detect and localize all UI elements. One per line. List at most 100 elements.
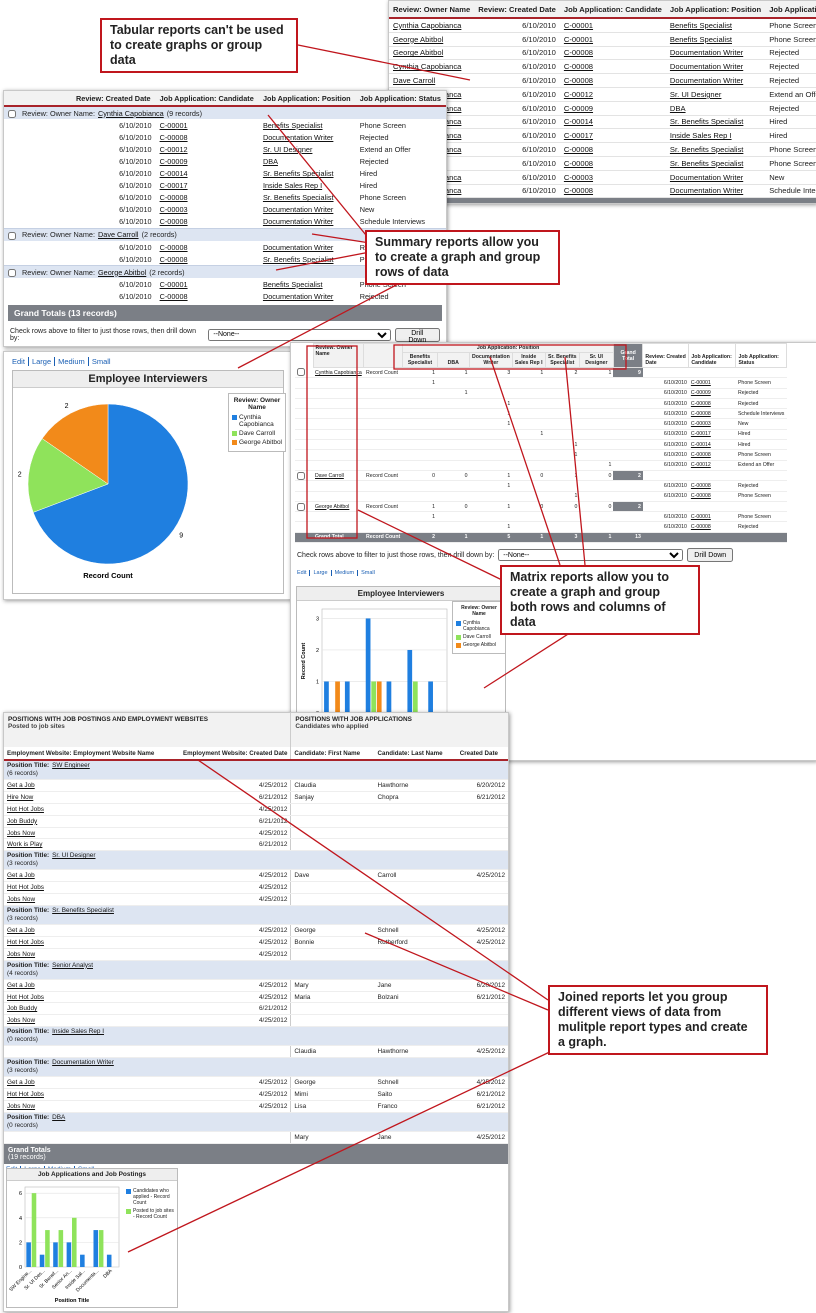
row-checkbox[interactable]: [8, 109, 16, 118]
record-link[interactable]: C-00001: [159, 120, 188, 130]
record-link[interactable]: C-00008: [159, 193, 188, 203]
record-link[interactable]: C-00008: [563, 186, 594, 196]
candidate-link[interactable]: C-00008: [690, 400, 711, 407]
chart-link[interactable]: Medium: [54, 357, 88, 366]
record-link[interactable]: Documentation Writer: [262, 132, 334, 142]
row-checkbox[interactable]: [8, 268, 16, 277]
owner-link[interactable]: Cynthia Capobianca: [315, 369, 362, 376]
website-link[interactable]: Hot Hot Jobs: [7, 993, 44, 1001]
candidate-link[interactable]: C-00017: [690, 431, 711, 438]
record-link[interactable]: Documentation Writer: [262, 291, 334, 301]
record-link[interactable]: C-00008: [159, 217, 188, 227]
drill-down-select[interactable]: --None--: [498, 549, 684, 562]
record-link[interactable]: Sr. Benefits Specialist: [669, 145, 744, 155]
candidate-link[interactable]: C-00001: [690, 513, 711, 520]
record-link[interactable]: George Abitbol: [393, 34, 444, 44]
drill-down-button[interactable]: Drill Down: [687, 548, 734, 563]
website-link[interactable]: Get a Job: [7, 781, 35, 789]
website-link[interactable]: Get a Job: [7, 981, 35, 989]
record-link[interactable]: C-00001: [563, 34, 594, 44]
owner-link[interactable]: George Abitbol: [98, 267, 147, 277]
website-link[interactable]: Work is Play: [7, 841, 43, 849]
candidate-link[interactable]: C-00001: [690, 379, 711, 386]
record-link[interactable]: Documentation Writer: [262, 205, 334, 215]
record-link[interactable]: Documentation Writer: [669, 62, 744, 72]
record-link[interactable]: Cynthia Capobianca: [393, 20, 462, 30]
record-link[interactable]: C-00001: [563, 20, 594, 30]
record-link[interactable]: DBA: [669, 103, 686, 113]
record-link[interactable]: Inside Sales Rep I: [669, 131, 732, 141]
row-checkbox[interactable]: [297, 502, 305, 511]
record-link[interactable]: C-00008: [159, 132, 188, 142]
record-link[interactable]: C-00008: [159, 291, 188, 301]
record-link[interactable]: DBA: [262, 156, 278, 166]
row-checkbox[interactable]: [8, 231, 16, 240]
chart-link[interactable]: Edit: [12, 357, 25, 366]
candidate-link[interactable]: C-00014: [690, 441, 711, 448]
row-checkbox[interactable]: [297, 368, 305, 377]
drill-down-button[interactable]: Drill Down: [394, 327, 440, 344]
record-link[interactable]: Sr. UI Designer: [669, 89, 722, 99]
owner-link[interactable]: George Abitbol: [315, 503, 350, 510]
chart-link[interactable]: Small: [357, 570, 378, 577]
record-link[interactable]: Sr. Benefits Specialist: [262, 169, 334, 179]
record-link[interactable]: C-00017: [563, 131, 594, 141]
website-link[interactable]: Job Buddy: [7, 817, 38, 825]
position-link[interactable]: Sr. UI Designer: [52, 852, 96, 860]
record-link[interactable]: Sr. Benefits Specialist: [262, 254, 334, 264]
position-link[interactable]: Documentation Writer: [52, 1059, 114, 1067]
website-link[interactable]: Hot Hot Jobs: [7, 805, 44, 813]
website-link[interactable]: Jobs Now: [7, 1102, 36, 1110]
record-link[interactable]: Documentation Writer: [669, 48, 744, 58]
position-link[interactable]: Senior Analyst: [52, 961, 93, 969]
record-link[interactable]: C-00008: [563, 48, 594, 58]
record-link[interactable]: Documentation Writer: [669, 172, 744, 182]
candidate-link[interactable]: C-00003: [690, 421, 711, 428]
chart-link[interactable]: Small: [87, 357, 114, 366]
record-link[interactable]: George Abitbol: [393, 48, 444, 58]
record-link[interactable]: C-00014: [563, 117, 594, 127]
record-link[interactable]: C-00008: [563, 76, 594, 86]
record-link[interactable]: C-00012: [563, 89, 594, 99]
website-link[interactable]: Jobs Now: [7, 950, 36, 958]
owner-link[interactable]: Dave Carroll: [98, 230, 139, 240]
record-link[interactable]: Benefits Specialist: [262, 120, 323, 130]
record-link[interactable]: Inside Sales Rep I: [262, 181, 323, 191]
chart-link[interactable]: Medium: [330, 570, 358, 577]
owner-link[interactable]: Dave Carroll: [315, 472, 344, 479]
website-link[interactable]: Get a Job: [7, 926, 35, 934]
record-link[interactable]: C-00008: [159, 242, 188, 252]
website-link[interactable]: Hire Now: [7, 793, 34, 801]
record-link[interactable]: C-00012: [159, 144, 188, 154]
drill-down-select[interactable]: --None--: [208, 328, 391, 341]
chart-link[interactable]: Edit: [297, 570, 307, 577]
record-link[interactable]: Dave Carroll: [393, 76, 436, 86]
position-link[interactable]: DBA: [52, 1113, 66, 1121]
candidate-link[interactable]: C-00012: [690, 462, 711, 469]
record-link[interactable]: Sr. Benefits Specialist: [669, 158, 744, 168]
record-link[interactable]: Sr. Benefits Specialist: [262, 193, 334, 203]
website-link[interactable]: Hot Hot Jobs: [7, 884, 44, 892]
candidate-link[interactable]: C-00008: [690, 493, 711, 500]
record-link[interactable]: C-00008: [563, 62, 594, 72]
website-link[interactable]: Get a Job: [7, 1079, 35, 1087]
record-link[interactable]: C-00008: [563, 158, 594, 168]
candidate-link[interactable]: C-00009: [690, 390, 711, 397]
record-link[interactable]: Benefits Specialist: [669, 20, 732, 30]
position-link[interactable]: Sr. Benefits Specialist: [52, 907, 114, 915]
record-link[interactable]: Documentation Writer: [262, 242, 334, 252]
record-link[interactable]: Documentation Writer: [669, 186, 744, 196]
chart-link[interactable]: Large: [309, 570, 331, 577]
website-link[interactable]: Job Buddy: [7, 1005, 38, 1013]
record-link[interactable]: C-00003: [159, 205, 188, 215]
chart-link[interactable]: Large: [27, 357, 55, 366]
record-link[interactable]: C-00003: [563, 172, 594, 182]
row-checkbox[interactable]: [297, 471, 305, 480]
record-link[interactable]: Documentation Writer: [262, 217, 334, 227]
position-link[interactable]: SW Engineer: [52, 762, 90, 769]
record-link[interactable]: Sr. Benefits Specialist: [669, 117, 744, 127]
record-link[interactable]: Benefits Specialist: [669, 34, 732, 44]
record-link[interactable]: C-00017: [159, 181, 188, 191]
owner-link[interactable]: Cynthia Capobianca: [98, 108, 164, 118]
candidate-link[interactable]: C-00008: [690, 410, 711, 417]
